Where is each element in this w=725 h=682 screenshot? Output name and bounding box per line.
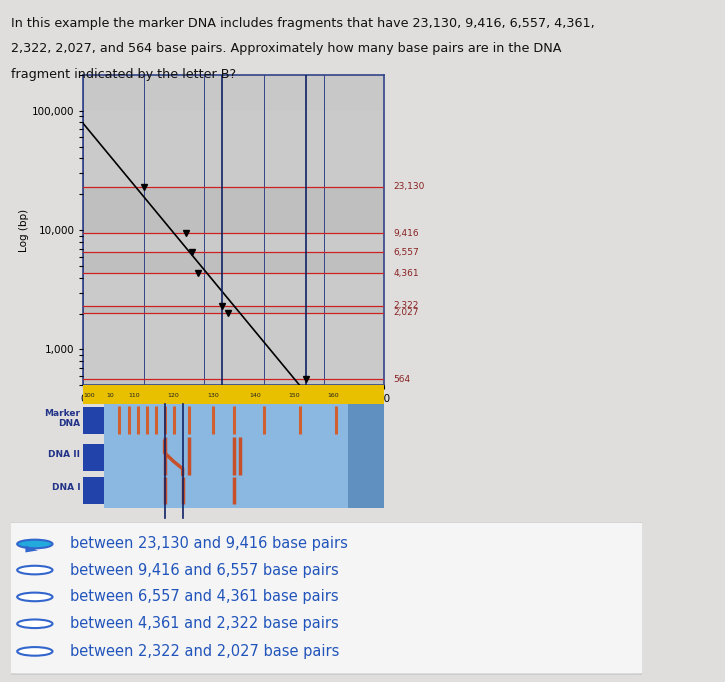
Bar (83, 379, 384, 385)
Text: between 23,130 and 9,416 base pairs: between 23,130 and 9,416 base pairs (70, 537, 347, 552)
Bar (83, 187, 384, 233)
Text: 140: 140 (249, 394, 261, 398)
Text: Marker: Marker (44, 409, 80, 418)
Bar (83, 233, 384, 252)
Circle shape (17, 647, 52, 655)
Text: 2,322: 2,322 (393, 301, 418, 310)
Text: fragment indicated by the letter B?: fragment indicated by the letter B? (11, 68, 236, 80)
Text: between 6,557 and 4,361 base pairs: between 6,557 and 4,361 base pairs (70, 589, 338, 604)
Circle shape (17, 539, 52, 548)
Text: DNA II: DNA II (49, 449, 80, 458)
Text: 6,557: 6,557 (393, 248, 419, 256)
Y-axis label: Log (bp): Log (bp) (19, 209, 29, 252)
Bar (348, 385, 384, 508)
Text: 110: 110 (129, 394, 141, 398)
Bar (83, 313, 384, 379)
Text: In this example the marker DNA includes fragments that have 23,130, 9,416, 6,557: In this example the marker DNA includes … (11, 17, 594, 30)
Bar (83, 252, 384, 273)
Bar (83, 444, 104, 471)
Text: DNA: DNA (58, 419, 80, 428)
Text: 160: 160 (327, 394, 339, 398)
Bar (83, 111, 384, 187)
Bar (83, 273, 384, 306)
Circle shape (17, 566, 52, 574)
Text: 564: 564 (393, 374, 410, 383)
Text: 4,361: 4,361 (393, 269, 419, 278)
Circle shape (17, 619, 52, 628)
Text: 120: 120 (167, 394, 180, 398)
Text: between 4,361 and 2,322 base pairs: between 4,361 and 2,322 base pairs (70, 617, 339, 632)
Text: A: A (160, 527, 170, 541)
X-axis label: Distance (mm): Distance (mm) (195, 407, 273, 417)
Text: 2,322, 2,027, and 564 base pairs. Approximately how many base pairs are in the D: 2,322, 2,027, and 564 base pairs. Approx… (11, 42, 561, 55)
Text: 2,027: 2,027 (393, 308, 419, 317)
Text: 10: 10 (107, 394, 115, 398)
Text: 100: 100 (83, 394, 95, 398)
FancyBboxPatch shape (4, 522, 647, 674)
Bar (83, 385, 384, 404)
Bar (83, 407, 104, 434)
Text: 23,130: 23,130 (393, 182, 425, 191)
Text: DNA I: DNA I (51, 483, 80, 492)
Text: 150: 150 (288, 394, 300, 398)
Text: 9,416: 9,416 (393, 228, 419, 238)
Text: B: B (178, 527, 188, 541)
Text: between 9,416 and 6,557 base pairs: between 9,416 and 6,557 base pairs (70, 563, 339, 578)
Text: between 2,322 and 2,027 base pairs: between 2,322 and 2,027 base pairs (70, 644, 339, 659)
Polygon shape (25, 546, 38, 552)
Bar (83, 306, 384, 313)
Bar (83, 477, 104, 505)
Circle shape (17, 593, 52, 602)
Text: 130: 130 (207, 394, 219, 398)
